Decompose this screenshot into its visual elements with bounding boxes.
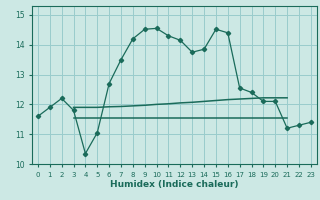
X-axis label: Humidex (Indice chaleur): Humidex (Indice chaleur) xyxy=(110,180,239,189)
